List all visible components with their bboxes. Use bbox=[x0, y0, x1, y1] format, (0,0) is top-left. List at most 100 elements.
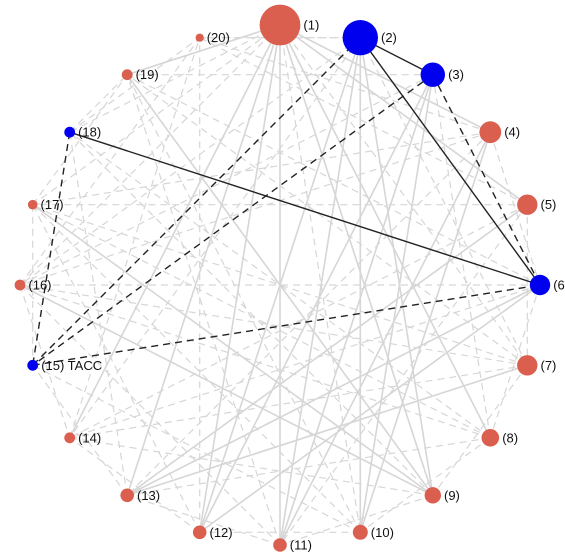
background-edge-3-10 bbox=[359, 74, 434, 533]
background-edge-4-11 bbox=[279, 131, 492, 546]
background-edge-5-11 bbox=[279, 204, 528, 546]
node-10[interactable] bbox=[352, 524, 368, 540]
node-16[interactable] bbox=[14, 279, 26, 291]
background-edge-10-15 bbox=[32, 364, 361, 533]
background-edge-1-12 bbox=[198, 24, 281, 533]
node-7[interactable] bbox=[517, 355, 538, 376]
node-13[interactable] bbox=[120, 488, 134, 503]
node-label-5: (5) bbox=[541, 197, 557, 212]
background-edge-5-20 bbox=[199, 37, 528, 206]
background-edge-14-20 bbox=[69, 37, 201, 438]
node-11[interactable] bbox=[273, 538, 287, 552]
background-edge-6-8 bbox=[489, 284, 541, 438]
background-edge-7-13 bbox=[126, 364, 528, 497]
background-edge-3-16 bbox=[19, 74, 434, 286]
background-edge-1-10 bbox=[279, 24, 361, 533]
background-edge-4-10 bbox=[359, 131, 492, 533]
node-1[interactable] bbox=[259, 4, 301, 46]
node-14[interactable] bbox=[64, 432, 76, 444]
background-edge-8-17 bbox=[32, 204, 491, 439]
node-18[interactable] bbox=[64, 126, 76, 138]
background-edge-1-18 bbox=[69, 24, 281, 133]
node-19[interactable] bbox=[121, 69, 133, 81]
node-layer bbox=[14, 4, 551, 552]
background-edge-13-15 bbox=[32, 364, 128, 496]
background-edge-1-7 bbox=[279, 24, 528, 366]
highlight-edge-15-6 bbox=[32, 284, 541, 366]
background-edge-4-6 bbox=[489, 132, 541, 286]
node-label-16: (16) bbox=[28, 278, 51, 293]
node-17[interactable] bbox=[27, 199, 38, 210]
background-edge-16-20 bbox=[19, 37, 201, 286]
background-edge-11-19 bbox=[126, 74, 281, 546]
background-edge-11-16 bbox=[19, 284, 281, 546]
background-edge-8-10 bbox=[359, 437, 491, 533]
background-edge-12-17 bbox=[32, 204, 201, 533]
background-edge-6-14 bbox=[69, 284, 541, 439]
background-edge-10-17 bbox=[32, 204, 361, 533]
node-label-8: (8) bbox=[502, 430, 518, 445]
highlight-edge-18-6 bbox=[69, 131, 541, 286]
background-edge-2-11 bbox=[279, 37, 362, 546]
highlight-edge-18-15 bbox=[32, 132, 71, 366]
background-edge-1-5 bbox=[279, 24, 528, 206]
background-edge-1-8 bbox=[279, 24, 492, 439]
background-edge-7-9 bbox=[432, 364, 528, 496]
background-edge-19-1 bbox=[127, 24, 281, 76]
node-label-4: (4) bbox=[504, 125, 520, 140]
node-12[interactable] bbox=[192, 525, 207, 540]
background-edge-8-16 bbox=[19, 284, 491, 439]
node-label-15: (15) TACC bbox=[41, 358, 102, 373]
node-15[interactable] bbox=[27, 359, 39, 371]
highlight-edge-3-6 bbox=[432, 74, 541, 286]
label-layer: (1) (2) (3) (4) (5) (6 (7) (8) (9) (10) (11) (12) (1… bbox=[28, 18, 564, 553]
node-label-17: (17) bbox=[41, 197, 64, 212]
node-label-10: (10) bbox=[371, 525, 394, 540]
background-edge-8-18 bbox=[69, 131, 491, 439]
node-5[interactable] bbox=[517, 194, 538, 215]
background-edge-4-17 bbox=[32, 131, 491, 206]
node-label-20: (20) bbox=[207, 30, 230, 45]
background-edge-7-19 bbox=[126, 74, 528, 366]
background-edge-5-14 bbox=[69, 204, 528, 439]
background-edge-6-19 bbox=[126, 74, 541, 286]
background-edge-18-19 bbox=[69, 74, 128, 133]
node-label-18: (18) bbox=[78, 125, 101, 140]
background-edge-3-11 bbox=[279, 74, 434, 546]
node-6[interactable] bbox=[529, 274, 551, 296]
background-edge-1-14 bbox=[68, 24, 281, 439]
background-edge-3-12 bbox=[198, 74, 434, 533]
background-edge-12-14 bbox=[69, 437, 201, 533]
highlight-edge-2-6 bbox=[359, 37, 541, 286]
background-edge-17-19 bbox=[32, 74, 128, 206]
background-edge-7-16 bbox=[19, 284, 528, 366]
node-label-2: (2) bbox=[381, 30, 397, 45]
node-4[interactable] bbox=[479, 121, 502, 144]
node-label-11: (11) bbox=[290, 538, 312, 553]
highlight-edge-2-15 bbox=[32, 37, 361, 366]
background-edge-2-9 bbox=[359, 37, 434, 496]
background-edge-8-13 bbox=[127, 437, 491, 496]
background-edge-6-13 bbox=[126, 284, 541, 497]
node-8[interactable] bbox=[481, 429, 500, 447]
node-label-7: (7) bbox=[541, 358, 557, 373]
node-20[interactable] bbox=[195, 33, 204, 42]
node-9[interactable] bbox=[424, 487, 441, 504]
background-edge-9-11 bbox=[279, 494, 433, 546]
background-edge-10-19 bbox=[126, 74, 361, 533]
highlight-edge-layer bbox=[32, 37, 541, 366]
background-edge-16-14 bbox=[19, 284, 71, 438]
background-edge-1-17 bbox=[32, 24, 281, 206]
background-edge-9-19 bbox=[126, 74, 434, 496]
background-edge-13-18 bbox=[69, 132, 128, 496]
background-edge-layer bbox=[19, 24, 541, 546]
node-label-3: (3) bbox=[448, 67, 464, 82]
node-label-12: (12) bbox=[210, 525, 233, 540]
node-label-14: (14) bbox=[78, 430, 101, 445]
node-2[interactable] bbox=[342, 20, 378, 56]
background-edge-4-16 bbox=[19, 131, 491, 286]
node-label-9: (9) bbox=[444, 488, 460, 503]
node-label-13: (13) bbox=[137, 488, 160, 503]
node-3[interactable] bbox=[420, 62, 445, 87]
